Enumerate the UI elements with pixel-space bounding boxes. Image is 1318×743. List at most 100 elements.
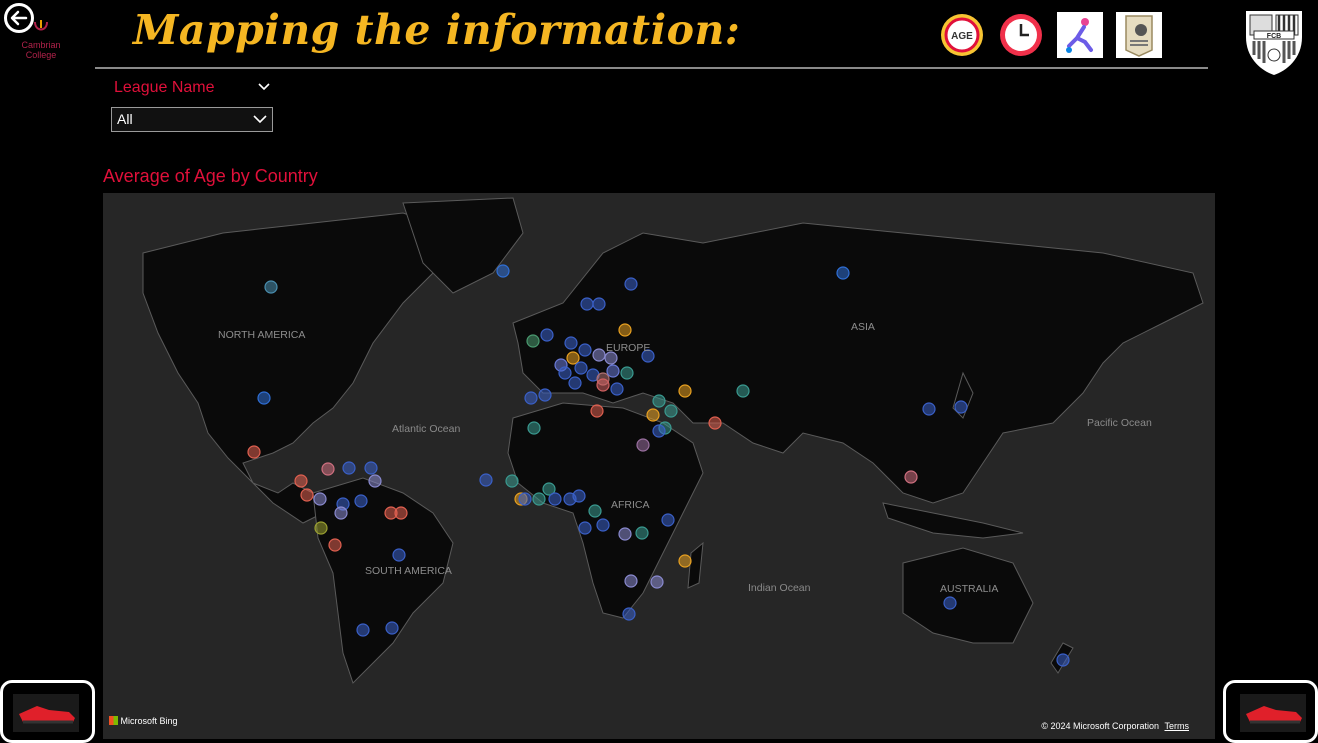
- country-marker[interactable]: [652, 424, 666, 438]
- country-marker[interactable]: [496, 264, 510, 278]
- country-marker[interactable]: [580, 297, 594, 311]
- country-marker[interactable]: [300, 488, 314, 502]
- country-marker[interactable]: [385, 621, 399, 635]
- player-card-icon[interactable]: [1116, 12, 1162, 58]
- country-marker[interactable]: [652, 394, 666, 408]
- country-marker[interactable]: [314, 521, 328, 535]
- prev-page-button[interactable]: [0, 680, 95, 743]
- country-marker[interactable]: [606, 364, 620, 378]
- country-marker[interactable]: [1056, 653, 1070, 667]
- label-australia: AUSTRALIA: [940, 583, 999, 595]
- country-marker[interactable]: [596, 378, 610, 392]
- arrow-left-icon: [10, 10, 28, 26]
- map-copyright: © 2024 Microsoft Corporation: [1041, 721, 1159, 731]
- country-marker[interactable]: [610, 382, 624, 396]
- country-marker[interactable]: [313, 492, 327, 506]
- league-dropdown[interactable]: [111, 107, 273, 132]
- country-marker[interactable]: [604, 351, 618, 365]
- country-marker[interactable]: [548, 492, 562, 506]
- country-marker[interactable]: [588, 504, 602, 518]
- country-marker[interactable]: [664, 404, 678, 418]
- age-icon[interactable]: AGE: [939, 12, 985, 58]
- chevron-down-icon[interactable]: [256, 78, 272, 94]
- country-marker[interactable]: [321, 462, 335, 476]
- country-marker[interactable]: [532, 492, 546, 506]
- country-marker[interactable]: [574, 361, 588, 375]
- dropdown-chevron-icon[interactable]: [252, 112, 268, 126]
- country-marker[interactable]: [364, 461, 378, 475]
- country-marker[interactable]: [518, 492, 532, 506]
- country-marker[interactable]: [578, 521, 592, 535]
- country-marker[interactable]: [904, 470, 918, 484]
- country-marker[interactable]: [368, 474, 382, 488]
- country-marker[interactable]: [620, 366, 634, 380]
- country-marker[interactable]: [596, 518, 610, 532]
- page-title: Mapping the information:: [133, 6, 741, 54]
- country-marker[interactable]: [624, 277, 638, 291]
- country-marker[interactable]: [334, 506, 348, 520]
- world-map[interactable]: NORTH AMERICA EUROPE ASIA AFRICA SOUTH A…: [103, 193, 1215, 739]
- land-greenland: [402, 197, 524, 294]
- country-marker[interactable]: [635, 526, 649, 540]
- country-marker[interactable]: [247, 445, 261, 459]
- country-marker[interactable]: [524, 391, 538, 405]
- country-marker[interactable]: [578, 343, 592, 357]
- country-marker[interactable]: [394, 506, 408, 520]
- country-marker[interactable]: [618, 527, 632, 541]
- country-marker[interactable]: [622, 607, 636, 621]
- svg-text:AGE: AGE: [951, 31, 973, 42]
- country-marker[interactable]: [592, 297, 606, 311]
- next-page-button[interactable]: [1223, 680, 1318, 743]
- country-marker[interactable]: [538, 388, 552, 402]
- country-marker[interactable]: [566, 351, 580, 365]
- svg-text:FCB: FCB: [1267, 33, 1281, 40]
- country-marker[interactable]: [922, 402, 936, 416]
- label-pacific-ocean: Pacific Ocean: [1087, 417, 1152, 429]
- country-marker[interactable]: [572, 489, 586, 503]
- country-marker[interactable]: [558, 366, 572, 380]
- country-marker[interactable]: [540, 328, 554, 342]
- country-marker[interactable]: [356, 623, 370, 637]
- country-marker[interactable]: [618, 323, 632, 337]
- back-button[interactable]: [4, 3, 34, 33]
- country-marker[interactable]: [836, 266, 850, 280]
- country-marker[interactable]: [646, 408, 660, 422]
- country-marker[interactable]: [257, 391, 271, 405]
- country-marker[interactable]: [636, 438, 650, 452]
- country-marker[interactable]: [505, 474, 519, 488]
- country-marker[interactable]: [954, 400, 968, 414]
- country-marker[interactable]: [328, 538, 342, 552]
- country-marker[interactable]: [624, 574, 638, 588]
- label-africa: AFRICA: [611, 499, 650, 511]
- country-marker[interactable]: [943, 596, 957, 610]
- college-name: Cambrian College: [21, 40, 61, 60]
- country-marker[interactable]: [678, 384, 692, 398]
- header-divider: [95, 67, 1208, 69]
- country-marker[interactable]: [650, 575, 664, 589]
- country-marker[interactable]: [526, 334, 540, 348]
- country-marker[interactable]: [736, 384, 750, 398]
- land-australia: [902, 547, 1034, 644]
- country-marker[interactable]: [354, 494, 368, 508]
- country-marker[interactable]: [342, 461, 356, 475]
- country-marker[interactable]: [592, 348, 606, 362]
- country-marker[interactable]: [542, 482, 556, 496]
- country-marker[interactable]: [641, 349, 655, 363]
- country-marker[interactable]: [590, 404, 604, 418]
- country-marker[interactable]: [527, 421, 541, 435]
- map-terms-link[interactable]: Terms: [1164, 721, 1190, 731]
- country-marker[interactable]: [564, 336, 578, 350]
- country-marker[interactable]: [708, 416, 722, 430]
- country-marker[interactable]: [479, 473, 493, 487]
- country-marker[interactable]: [661, 513, 675, 527]
- land-madagascar: [687, 541, 704, 589]
- clock-icon[interactable]: [998, 12, 1044, 58]
- country-marker[interactable]: [678, 554, 692, 568]
- country-marker[interactable]: [264, 280, 278, 294]
- country-marker[interactable]: [568, 376, 582, 390]
- soccer-player-icon[interactable]: [1057, 12, 1103, 58]
- country-marker[interactable]: [294, 474, 308, 488]
- land-eurasia: [512, 222, 1204, 504]
- league-dropdown-value: All: [117, 111, 133, 127]
- country-marker[interactable]: [392, 548, 406, 562]
